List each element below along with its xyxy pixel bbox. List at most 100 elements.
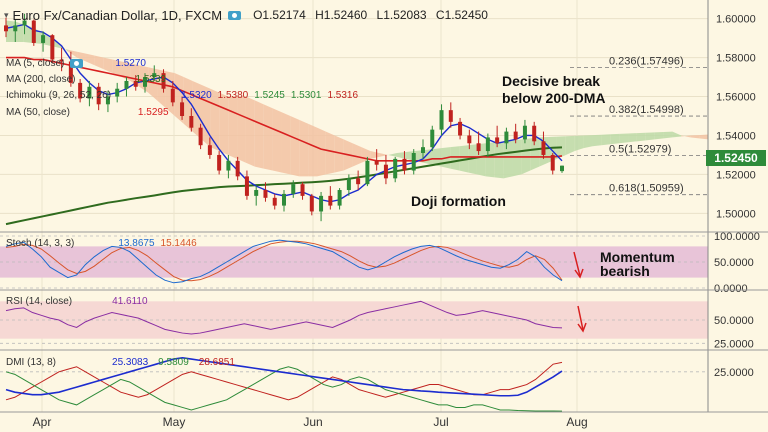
cloud-segment — [574, 135, 584, 152]
candle-body — [235, 160, 240, 177]
candle-body — [226, 160, 231, 171]
last-price-tag: 1.52450 — [706, 150, 766, 166]
ohlc-readout: O1.52174 H1.52460 L1.52083 C1.52450 — [253, 8, 494, 22]
cloud-segment — [237, 96, 246, 163]
legend-ichimoku-v2: 1.5380 — [217, 90, 249, 101]
candle-body — [328, 195, 333, 206]
legend-stoch-d: 15.1446 — [160, 238, 197, 249]
candle-body — [115, 88, 120, 97]
candle-body — [13, 25, 18, 32]
annotation-doji: Doji formation — [411, 193, 506, 209]
candle-body — [272, 197, 277, 206]
legend-ma5-eye-icon[interactable] — [70, 59, 84, 68]
candlesticks — [4, 13, 564, 222]
cloud-segment — [636, 132, 646, 142]
candle-body — [50, 35, 55, 60]
cloud-segment — [503, 140, 513, 179]
cloud-segment — [583, 135, 593, 149]
legend-dmi[interactable]: DMI (13, 8) 25.3083 9.5809 28.6851 — [6, 357, 235, 368]
main-price-axis: 1.60000 1.58000 1.56000 1.54000 1.52000 1.500… — [716, 14, 756, 221]
candle-body — [476, 143, 481, 152]
cloud-segment — [6, 20, 15, 42]
candle-body — [448, 110, 453, 122]
cloud-segment — [317, 127, 326, 177]
price-tick-label: 1.52000 — [716, 169, 756, 181]
legend-ichimoku-label: Ichimoku (9, 26, 52, 26) — [6, 90, 112, 101]
symbol-title[interactable]: Euro Fx/Canadian Dollar, 1D, FXCM — [12, 7, 223, 23]
indicator-tick-label: 50.0000 — [714, 315, 754, 327]
candle-body — [217, 154, 222, 171]
legend-ichimoku-v5: 1.5316 — [327, 90, 359, 101]
cloud-segment — [530, 137, 540, 171]
candle-body — [374, 160, 379, 165]
candle-body — [383, 164, 388, 179]
cloud-segment — [663, 131, 673, 139]
visibility-eye-icon[interactable] — [228, 10, 242, 20]
cloud-segment — [379, 153, 389, 157]
cloud-segment — [219, 92, 229, 155]
candle-body — [309, 195, 314, 212]
cloud-segment — [672, 131, 682, 138]
cloud-segment — [263, 104, 273, 171]
time-axis: Apr May Jun Jul Aug — [33, 415, 588, 429]
legend-ma5[interactable]: MA (5, close) 1.5270 — [6, 58, 146, 69]
month-label: Aug — [566, 415, 587, 429]
candle-body — [244, 176, 249, 196]
legend-ichimoku-v1: 1.5320 — [181, 90, 212, 101]
candle-body — [439, 110, 444, 130]
candle-body — [300, 184, 305, 196]
stoch-k-line — [5, 239, 563, 284]
dmi-panel: 25.0000 — [0, 357, 754, 412]
candle-body — [356, 178, 361, 185]
candle-body — [59, 59, 64, 62]
month-label: Jul — [433, 415, 448, 429]
legend-rsi[interactable]: RSI (14, close) 41.6110 — [6, 296, 148, 307]
legend-ma200[interactable]: MA (200, close) 1.5339 — [6, 74, 166, 85]
cloud-segment — [476, 143, 486, 177]
cloud-segment — [85, 53, 95, 66]
cloud-segment — [290, 116, 300, 177]
legend-ichimoku[interactable]: Ichimoku (9, 26, 52, 26) 1.5320 1.5380 1… — [6, 90, 358, 101]
cloud-segment — [77, 51, 86, 62]
chevron-down-icon[interactable]: ▾ — [4, 9, 9, 20]
cloud-segment — [468, 144, 477, 175]
legend-stoch-k: 13.8675 — [118, 238, 155, 249]
legend-ma5-label: MA (5, close) — [6, 58, 65, 69]
legend-ma50[interactable]: MA (50, close) 1.5295 — [6, 107, 169, 118]
legend-ichimoku-v4: 1.5301 — [290, 90, 322, 101]
cloud-segment — [299, 119, 309, 177]
indicator-tick-label: 0.0000 — [714, 283, 748, 295]
candle-body — [504, 131, 509, 144]
rsi-down-arrow — [577, 305, 587, 333]
indicator-tick-label: 25.0000 — [714, 338, 754, 350]
cloud-segment — [396, 152, 406, 159]
chart-header: ▾ Euro Fx/Canadian Dollar, 1D, FXCM O1.5… — [4, 4, 494, 26]
legend-dmi-minus: 28.6851 — [198, 357, 235, 368]
price-tick-label: 1.56000 — [716, 92, 756, 104]
candle-body — [458, 121, 463, 136]
legend-ma5-value: 1.5270 — [115, 58, 146, 69]
low-value: L1.52083 — [376, 8, 427, 22]
cloud-segment — [565, 135, 575, 155]
cloud-segment — [23, 24, 33, 43]
cloud-segment — [690, 135, 700, 139]
candle-body — [124, 80, 129, 89]
legend-ichimoku-v3: 1.5245 — [254, 90, 285, 101]
candle-body — [254, 190, 259, 196]
stoch-down-arrow — [573, 251, 584, 279]
indicator-tick-label: 100.0000 — [714, 231, 760, 243]
stoch-panel: 100.0000 50.0000 0.0000 — [0, 231, 760, 295]
annotation-break-line1: Decisive break — [502, 73, 600, 89]
candle-body — [467, 135, 472, 144]
candle-body — [393, 158, 398, 179]
legend-ma200-value: 1.5339 — [135, 74, 167, 85]
candle-body — [532, 125, 537, 142]
candle-body — [31, 20, 36, 43]
cloud-segment — [254, 100, 264, 169]
legend-rsi-label: RSI (14, close) — [6, 296, 73, 307]
candle-body — [143, 77, 147, 87]
candle-body — [346, 178, 351, 191]
candle-body — [495, 137, 500, 144]
candle-body — [180, 102, 185, 116]
legend-stoch[interactable]: Stoch (14, 3, 3) 13.8675 15.1446 — [6, 238, 197, 249]
